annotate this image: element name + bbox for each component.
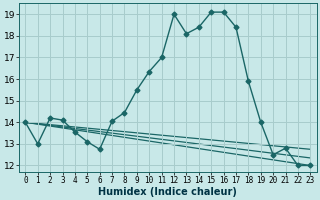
X-axis label: Humidex (Indice chaleur): Humidex (Indice chaleur) <box>98 187 237 197</box>
